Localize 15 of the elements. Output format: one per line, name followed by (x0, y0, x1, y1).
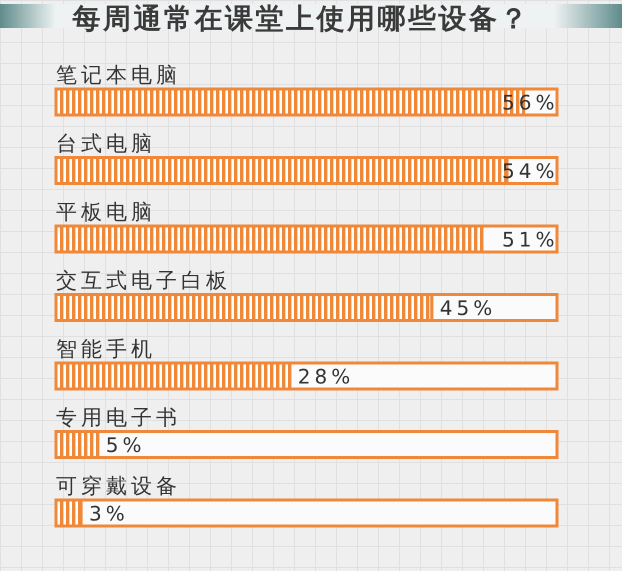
bar (54, 498, 83, 528)
data-label: 28% (298, 364, 354, 388)
data-label: 5% (106, 433, 146, 457)
y-tick-label: 智能手机 (56, 337, 156, 361)
chart-title: 每周通常在课堂上使用哪些设备？ (71, 2, 530, 35)
y-tick-label: 交互式电子白板 (56, 268, 231, 292)
bar (54, 430, 100, 459)
y-tick-label: 笔记本电脑 (56, 63, 181, 87)
y-tick-label: 专用电子书 (56, 406, 181, 430)
data-label: 3% (89, 502, 129, 526)
y-tick-label: 台式电脑 (56, 132, 156, 156)
data-label: 45% (440, 296, 496, 320)
data-label: 51% (502, 228, 558, 252)
y-tick-label: 平板电脑 (56, 200, 156, 224)
y-tick-label: 可穿戴设备 (56, 474, 181, 498)
